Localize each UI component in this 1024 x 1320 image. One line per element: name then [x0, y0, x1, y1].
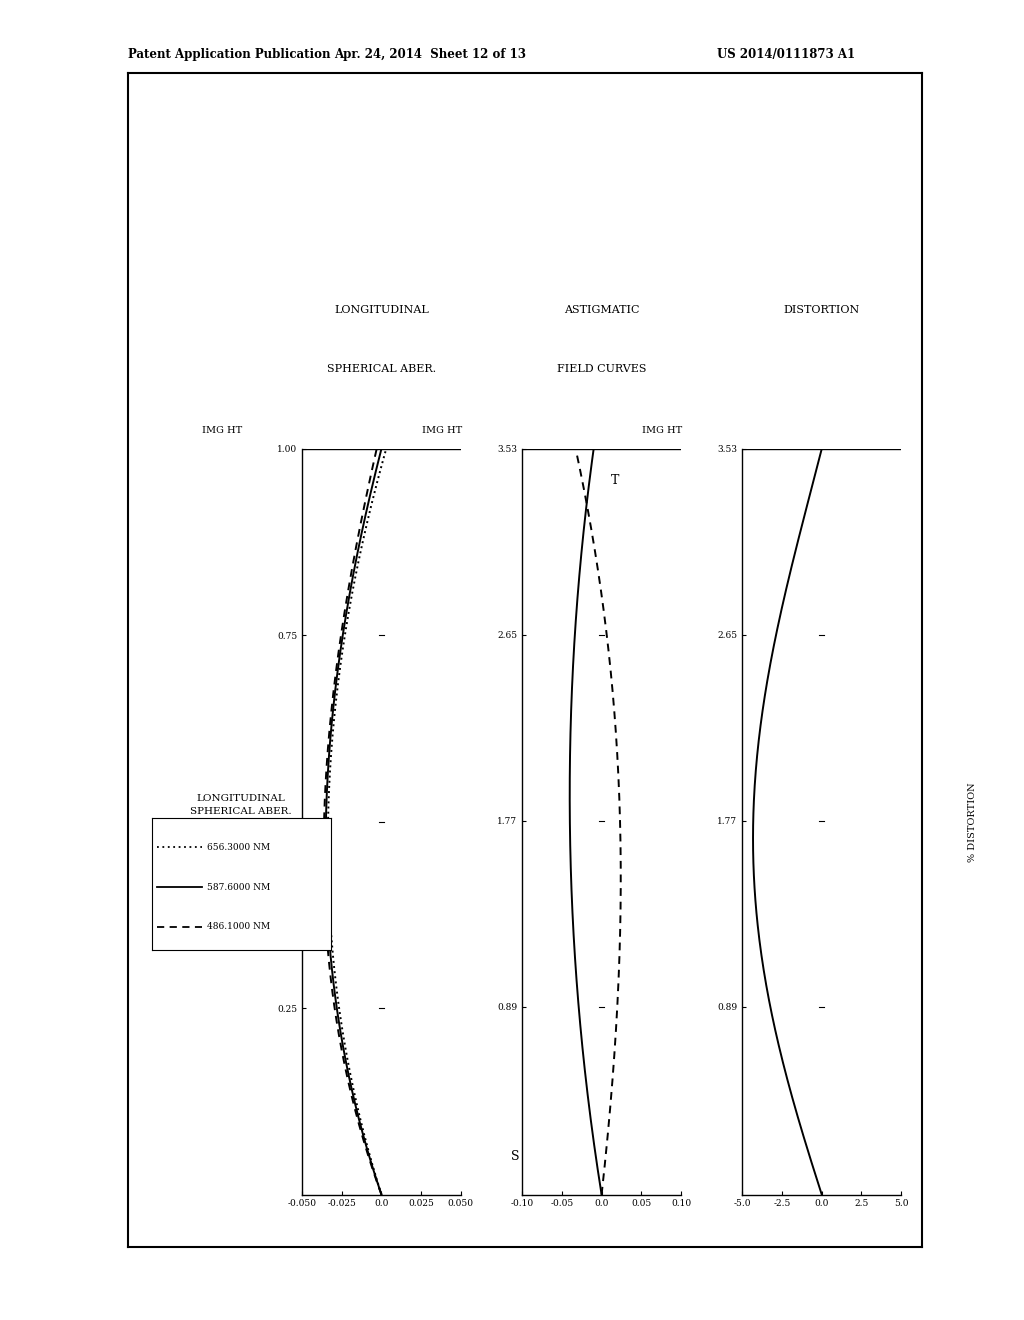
Text: FOCUS (MILLIMETERS): FOCUS (MILLIMETERS) [527, 759, 537, 884]
Text: SPHERICAL ABER.: SPHERICAL ABER. [327, 364, 436, 375]
Text: 587.6000 NM: 587.6000 NM [207, 883, 270, 891]
Text: LONGITUDINAL: LONGITUDINAL [334, 305, 429, 314]
Text: Apr. 24, 2014  Sheet 12 of 13: Apr. 24, 2014 Sheet 12 of 13 [334, 48, 526, 61]
Text: IMG HT: IMG HT [202, 425, 242, 434]
Text: DISTORTION: DISTORTION [783, 305, 860, 314]
Text: IMG HT: IMG HT [642, 425, 682, 434]
Text: T: T [611, 474, 620, 487]
Text: ASTIGMATIC: ASTIGMATIC [564, 305, 639, 314]
Text: LONGITUDINAL: LONGITUDINAL [197, 793, 286, 803]
Text: 486.1000 NM: 486.1000 NM [207, 923, 270, 931]
Text: FIELD CURVES: FIELD CURVES [557, 364, 646, 375]
Text: SPHERICAL ABER.: SPHERICAL ABER. [190, 807, 292, 816]
Text: % DISTORTION: % DISTORTION [968, 781, 977, 862]
Text: S: S [511, 1150, 520, 1163]
Text: IMG HT: IMG HT [422, 425, 462, 434]
Text: FOCUS (MILLIMETERS): FOCUS (MILLIMETERS) [748, 759, 757, 884]
Text: US 2014/0111873 A1: US 2014/0111873 A1 [717, 48, 855, 61]
Text: FIG. 6B: FIG. 6B [806, 1183, 882, 1200]
Text: Patent Application Publication: Patent Application Publication [128, 48, 331, 61]
Text: 656.3000 NM: 656.3000 NM [207, 843, 270, 851]
